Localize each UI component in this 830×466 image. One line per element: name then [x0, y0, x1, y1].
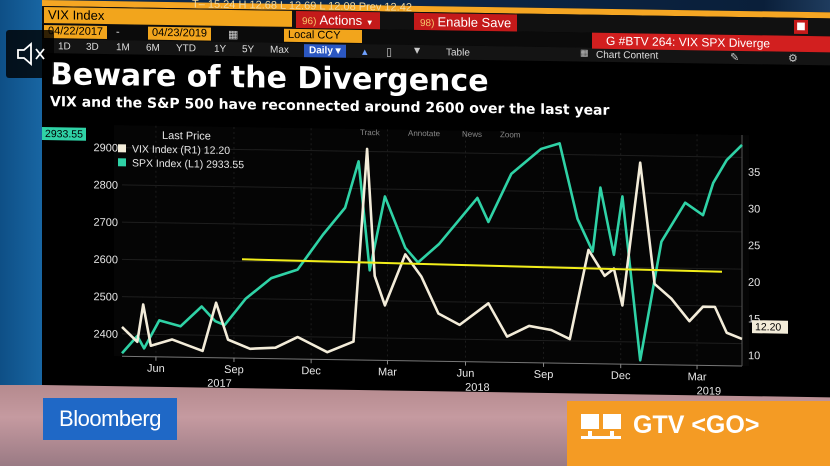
mute-button[interactable]: [6, 30, 54, 78]
speaker-muted-icon: [17, 42, 45, 66]
x-axis: [122, 355, 742, 367]
vix-last-value: 12.20: [755, 321, 781, 333]
grid-line-h: [122, 147, 742, 158]
tool-zoom[interactable]: Zoom: [500, 130, 521, 139]
vix-index-line: [121, 147, 743, 354]
grid-line-h: [122, 184, 742, 196]
tool-news[interactable]: News: [462, 130, 482, 139]
x-tick-label: Dec: [611, 370, 631, 382]
right-tick-label: 25: [748, 240, 760, 252]
tool-annotate[interactable]: Annotate: [408, 129, 441, 139]
left-tick-label: 2500: [94, 291, 118, 303]
left-tick-label: 2600: [94, 254, 118, 266]
x-tick-label: Mar: [378, 366, 397, 378]
grid-line-h: [122, 221, 742, 233]
chart-tools: Track Annotate News Zoom: [360, 128, 521, 140]
legend-swatch-vix: [118, 144, 126, 153]
legend-swatch-spx: [118, 158, 126, 167]
spx-last-tag: [42, 126, 86, 141]
spx-index-line: [121, 142, 743, 362]
legend: Last Price VIX Index (R1) 12.20 SPX Inde…: [118, 130, 244, 171]
right-tick-label: 20: [748, 277, 760, 289]
x-tick-label: Sep: [534, 369, 554, 381]
left-tick-label: 2900: [94, 142, 118, 154]
tool-track[interactable]: Track: [360, 128, 381, 137]
x-tick-label: Sep: [224, 364, 244, 376]
x-tick-label: Dec: [301, 365, 321, 377]
year-label: 2019: [697, 385, 721, 397]
gtv-banner[interactable]: GTV <GO>: [567, 401, 830, 466]
gtv-go-text: GTV <GO>: [633, 411, 760, 439]
spx-last-value: 2933.55: [45, 128, 83, 141]
right-tick-label: 30: [748, 203, 760, 215]
legend-title: Last Price: [162, 130, 211, 143]
plot-area: [114, 125, 749, 367]
series-lines: [121, 142, 743, 362]
last-value-tags: 2933.55 12.20: [42, 126, 788, 334]
left-tick-label: 2700: [94, 217, 118, 229]
x-tick-label: Mar: [688, 371, 707, 383]
monitor-icon: [581, 414, 621, 439]
legend-label-vix: VIX Index (R1) 12.20: [132, 143, 230, 157]
reference-line-2600: [241, 258, 723, 273]
legend-label-spx: SPX Index (L1) 2933.55: [132, 157, 244, 171]
x-tick-label: Jun: [457, 368, 475, 380]
left-tick-label: 2400: [94, 328, 118, 340]
bloomberg-terminal-screen: T– 15.24 H 12.68 L 12.69 L 12.08 Prev 12…: [42, 0, 830, 398]
bloomberg-logo: Bloomberg: [43, 398, 177, 440]
left-tick-label: 2800: [94, 179, 118, 191]
year-label: 2017: [207, 378, 231, 390]
x-tick-label: Jun: [147, 363, 165, 375]
vix-last-tag: [752, 320, 788, 334]
right-tick-label: 35: [748, 167, 760, 179]
year-label: 2018: [465, 382, 489, 394]
right-tick-label: 10: [748, 350, 760, 362]
